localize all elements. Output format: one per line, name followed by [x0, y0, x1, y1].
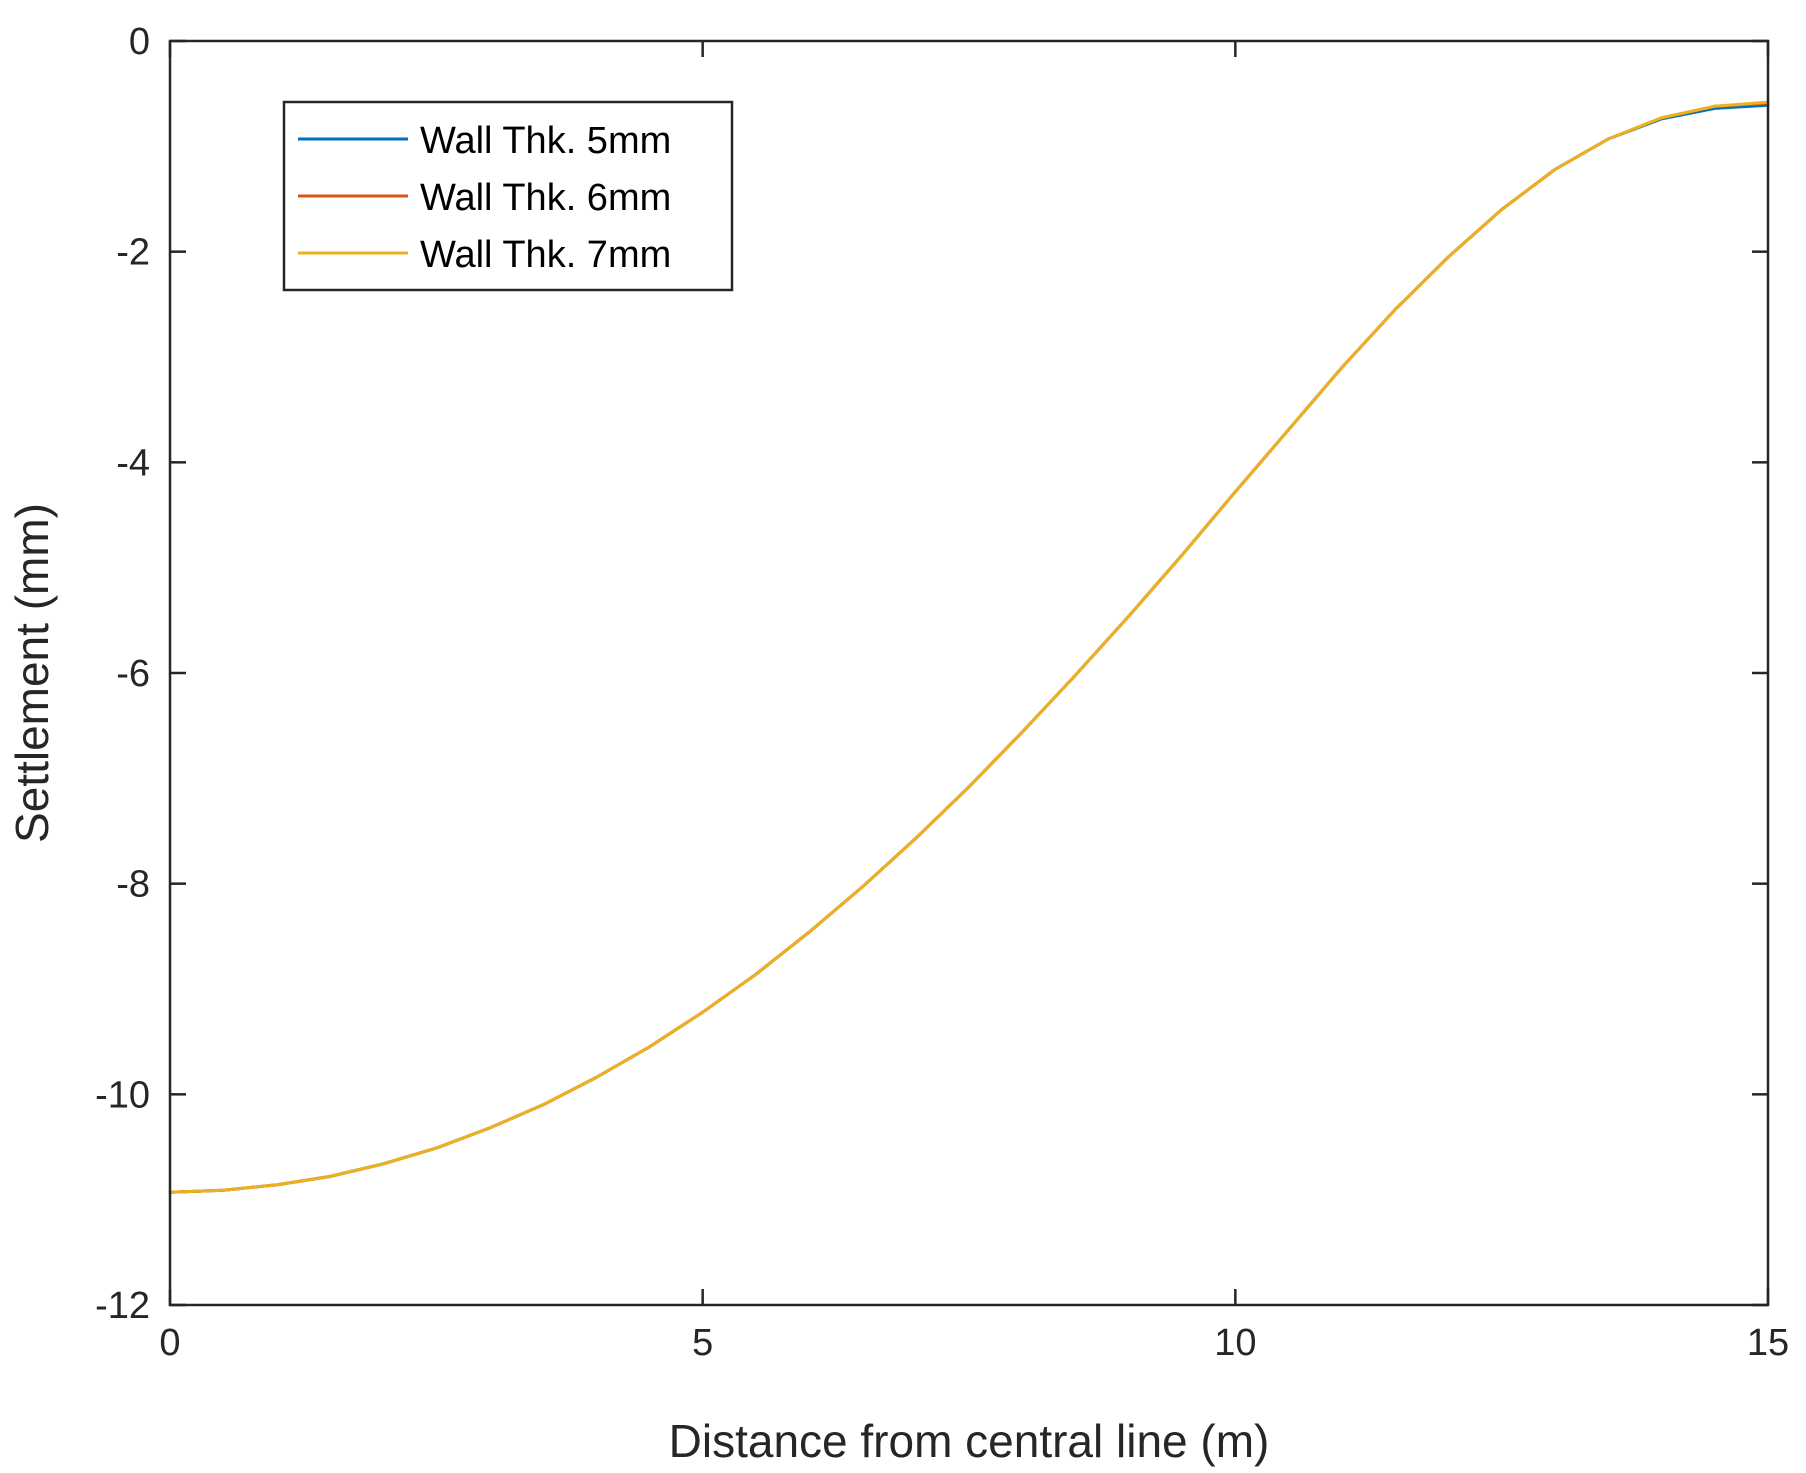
legend: Wall Thk. 5mm Wall Thk. 6mm Wall Thk. 7mm [282, 100, 734, 292]
x-tick-label: 0 [159, 1322, 180, 1364]
series-line-3 [168, 100, 1770, 1194]
y-tick-label: -2 [116, 232, 150, 274]
legend-label-2: Wall Thk. 6mm [420, 177, 671, 219]
x-axis-label: Distance from central line (m) [669, 1415, 1270, 1467]
x-tick-label: 15 [1747, 1322, 1789, 1364]
legend-label-3: Wall Thk. 7mm [420, 234, 671, 276]
y-tick-label: -8 [116, 864, 150, 906]
y-tick-label: -12 [95, 1285, 150, 1327]
y-tick-label: -4 [116, 442, 150, 484]
x-tick-label: 10 [1214, 1322, 1256, 1364]
legend-label-1: Wall Thk. 5mm [420, 120, 671, 162]
x-tick-label: 5 [692, 1322, 713, 1364]
y-tick-label: -10 [95, 1074, 150, 1116]
series-layer [168, 100, 1770, 1194]
ticks-layer: 0 5 10 15 0 -2 -4 -6 -8 -10 -12 [95, 21, 1789, 1364]
y-axis-label: Settlement (mm) [6, 503, 58, 843]
y-tick-label: 0 [129, 21, 150, 63]
y-tick-label: -6 [116, 653, 150, 695]
